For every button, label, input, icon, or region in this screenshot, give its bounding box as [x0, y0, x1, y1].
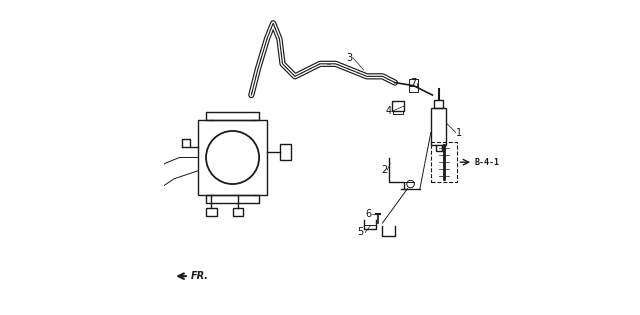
Text: 1: 1	[456, 128, 462, 138]
Text: 7: 7	[410, 77, 417, 88]
Bar	[431, 142, 458, 182]
Bar	[409, 79, 419, 92]
Text: 6: 6	[365, 209, 371, 219]
Bar	[392, 101, 404, 111]
Bar	[206, 208, 217, 216]
Bar	[280, 144, 291, 160]
Bar	[232, 208, 243, 216]
Text: FR.: FR.	[191, 271, 209, 281]
Text: 2: 2	[381, 165, 387, 175]
Text: 4: 4	[386, 106, 392, 116]
Text: B-4-1: B-4-1	[474, 158, 500, 167]
Bar	[434, 100, 444, 107]
Text: 3: 3	[347, 53, 353, 63]
Bar	[431, 107, 447, 145]
Text: 5: 5	[358, 227, 364, 238]
